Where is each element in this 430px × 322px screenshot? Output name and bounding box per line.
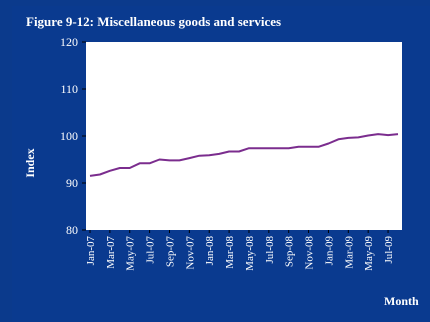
y-tick-label: 80 xyxy=(66,223,78,237)
y-axis-label: Index xyxy=(23,148,37,177)
x-tick-label: Jul-07 xyxy=(145,236,157,264)
x-tick-label: Sep-07 xyxy=(164,236,176,268)
x-tick-label: Sep-08 xyxy=(284,236,296,268)
y-axis: 80 90 100 110 120 xyxy=(60,35,86,237)
series-line xyxy=(89,133,399,177)
x-tick-label: May-09 xyxy=(363,236,375,271)
x-tick-label: May-07 xyxy=(125,236,137,271)
plot-area xyxy=(86,42,402,230)
x-tick-label: Jan-07 xyxy=(85,236,97,266)
chart-title: Figure 9-12: Miscellaneous goods and ser… xyxy=(26,14,282,29)
x-tick-label: Jan-09 xyxy=(323,236,335,266)
y-tick-label: 110 xyxy=(60,82,78,96)
x-tick-label: Nov-07 xyxy=(184,236,196,270)
y-tick-label: 90 xyxy=(66,176,78,190)
x-axis: Jan-07 Mar-07 May-07 Jul-07 Sep-07 Nov-07 Jan-… xyxy=(85,230,395,271)
y-tick-label: 120 xyxy=(60,35,78,49)
y-tick-label: 100 xyxy=(60,129,78,143)
x-tick-label: Mar-08 xyxy=(224,236,236,269)
x-tick-label: Jan-08 xyxy=(204,236,216,266)
x-tick-label: Mar-09 xyxy=(343,236,355,269)
x-tick-label: Mar-07 xyxy=(105,236,117,269)
x-tick-label: Jul-09 xyxy=(383,236,395,264)
x-tick-label: Nov-08 xyxy=(304,236,316,270)
x-tick-label: Jul-08 xyxy=(264,236,276,264)
series-layer xyxy=(89,133,399,177)
x-axis-label: Month xyxy=(384,294,419,308)
x-tick-label: May-08 xyxy=(244,236,256,271)
